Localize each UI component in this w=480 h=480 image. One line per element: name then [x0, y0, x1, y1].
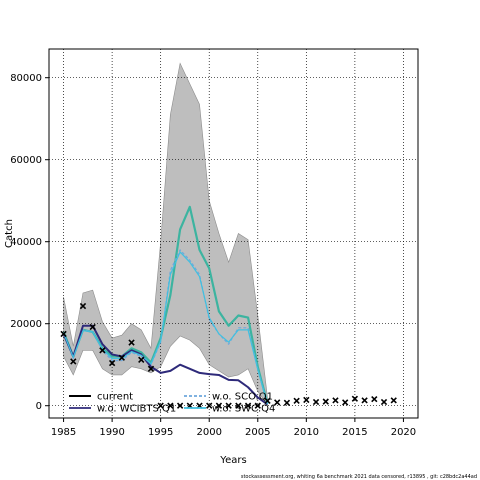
observed-point-2011 [312, 398, 320, 406]
observed-point-2019 [390, 397, 397, 404]
observed-point-2013 [332, 397, 339, 404]
series-line-w-o-wcibts-q1 [62, 324, 269, 406]
x-axis-title: Years [219, 455, 246, 466]
y-tick-label-60000: 60000 [10, 155, 42, 166]
observed-point-2000 [206, 402, 213, 409]
legend-label-sco-q1: w.o. SCO.Q1 [212, 392, 273, 403]
y-axis-title: Catch [4, 219, 15, 248]
observed-points-layer [60, 302, 397, 409]
observed-point-2016 [361, 397, 368, 404]
x-tick-label-2020: 2020 [391, 427, 416, 438]
x-tick-label-1985: 1985 [51, 427, 76, 438]
observed-point-2007 [274, 399, 281, 406]
observed-point-1992 [128, 339, 135, 346]
observed-point-1997 [176, 402, 184, 409]
observed-point-1993 [138, 356, 145, 363]
observed-point-2001 [215, 402, 223, 409]
legend-label-swc-q4: w.o. SWC.Q4 [212, 404, 275, 415]
series-layer [62, 205, 269, 406]
observed-point-1996 [167, 402, 174, 409]
observed-point-2015 [351, 395, 359, 402]
observed-point-2018 [380, 398, 388, 406]
observed-point-2008 [283, 399, 291, 406]
observed-point-2006 [264, 397, 271, 404]
confidence-band [63, 62, 268, 406]
plot-frame [48, 48, 419, 419]
x-tick-label-2005: 2005 [245, 427, 270, 438]
x-tick-label-2000: 2000 [196, 427, 221, 438]
observed-point-2002 [225, 402, 232, 409]
observed-point-2012 [322, 398, 329, 405]
observed-point-2010 [303, 396, 310, 404]
y-tick-label-20000: 20000 [10, 319, 42, 330]
y-tick-label-40000: 40000 [10, 237, 42, 248]
observed-point-1994 [147, 365, 155, 372]
y-tick-label-80000: 80000 [10, 73, 42, 84]
legend-label-current: current [97, 392, 133, 403]
observed-point-1986 [70, 358, 77, 365]
y-ticks: 0 20000 40000 60000 80000 [10, 73, 49, 412]
observed-point-1985 [60, 330, 67, 338]
observed-point-2014 [342, 399, 349, 406]
series-line-w-o-swc-q4 [63, 251, 269, 405]
observed-point-1989 [99, 347, 106, 354]
confidence-band-layer [63, 62, 268, 406]
observed-point-1995 [157, 402, 164, 409]
y-tick-label-0: 0 [36, 401, 42, 412]
x-tick-label-1990: 1990 [99, 427, 124, 438]
observed-point-2009 [293, 397, 300, 404]
observed-point-1987 [79, 302, 87, 310]
legend-label-wcibts-q1: w.o. WCIBTS.Q1 [97, 404, 176, 415]
footnote: stockassessment.org, whiting 6a benchmar… [241, 474, 477, 480]
legend: current w.o. SCO.Q1 w.o. WCIBTS.Q1 w.o. … [69, 392, 275, 415]
observed-point-1988 [89, 323, 96, 331]
observed-point-2003 [235, 402, 242, 409]
x-ticks: 1985 1990 1995 2000 2005 2010 2015 2020 [51, 418, 416, 438]
x-tick-label-2010: 2010 [294, 427, 319, 438]
observed-point-1990 [108, 359, 116, 367]
x-tick-label-2015: 2015 [342, 427, 367, 438]
observed-point-2005 [254, 402, 261, 409]
x-tick-label-1995: 1995 [148, 427, 173, 438]
observed-point-2017 [371, 395, 378, 403]
observed-point-2004 [244, 402, 252, 409]
observed-point-1991 [118, 354, 125, 361]
